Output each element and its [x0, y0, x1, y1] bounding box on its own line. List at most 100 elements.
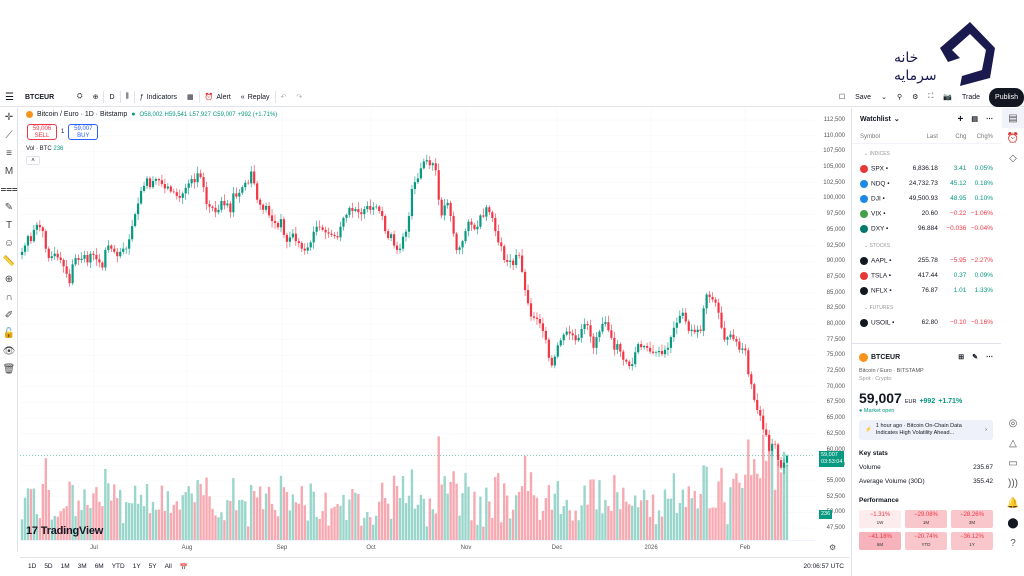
- symbol-search[interactable]: BTCEUR: [25, 93, 55, 101]
- apps-icon[interactable]: ⬤: [1007, 517, 1019, 529]
- settings-icon[interactable]: ⚙: [912, 94, 919, 101]
- fullscreen-icon[interactable]: ⛶: [928, 93, 934, 100]
- watchlist-row[interactable]: TSLA • 417.44 0.37 0.09%: [852, 268, 1001, 283]
- watchlist-title[interactable]: Watchlist: [860, 115, 891, 123]
- perf-ytd[interactable]: −20.74% YTD: [905, 532, 947, 550]
- horizontal-lines-icon[interactable]: ≡: [6, 147, 12, 159]
- undo-icon[interactable]: ↶: [280, 94, 287, 101]
- watchlist-header: Symbol Last Chg Chg%: [852, 130, 1001, 144]
- indicators-button[interactable]: ƒ Indicators: [135, 88, 182, 107]
- range-6m[interactable]: 6M: [94, 563, 104, 570]
- watchlist-row[interactable]: DJI • 49,500.93 48.95 0.10%: [852, 191, 1001, 206]
- candles-icon[interactable]: ⫼: [125, 93, 129, 100]
- save-button[interactable]: Save: [855, 93, 872, 101]
- ideas-icon[interactable]: △: [1009, 437, 1017, 449]
- perf-1y[interactable]: −36.12% 1Y: [951, 532, 993, 550]
- fib-icon[interactable]: ⩶: [0, 183, 18, 195]
- redo-icon[interactable]: ↷: [296, 94, 303, 101]
- collapse-legend-button[interactable]: ˄: [26, 156, 40, 165]
- brush-icon[interactable]: ✎: [4, 201, 14, 213]
- symbol: TSLA •: [860, 271, 908, 280]
- section-indices[interactable]: ⌄ INDICES: [864, 151, 890, 157]
- tradingview-logo[interactable]: 17 TradingView: [26, 525, 104, 537]
- time-axis[interactable]: Jul Aug Sep Oct Nov Dec 2026 Feb: [20, 540, 815, 554]
- range-1d[interactable]: 1D: [28, 563, 37, 570]
- watchlist-row[interactable]: DXY • 96.884 −0.036 −0.04%: [852, 221, 1001, 236]
- publish-button[interactable]: Publish: [989, 87, 1024, 107]
- section-futures[interactable]: ⌄ FUTURES: [864, 305, 894, 311]
- range-3m[interactable]: 3M: [77, 563, 87, 570]
- trade-button[interactable]: Trade: [962, 93, 981, 101]
- more-icon[interactable]: ⋯: [986, 116, 993, 123]
- perf-1w[interactable]: −1.31% 1W: [859, 510, 901, 528]
- crosshair-icon[interactable]: ✛: [4, 111, 14, 123]
- price-chart[interactable]: [20, 108, 849, 558]
- pattern-icon[interactable]: M: [4, 165, 14, 177]
- key-stats-title: Key stats: [859, 450, 888, 457]
- stream-icon[interactable]: ))): [1008, 477, 1018, 489]
- magnet-icon[interactable]: ∩: [5, 291, 13, 303]
- more-icon[interactable]: ⋯: [986, 354, 993, 361]
- interval-button[interactable]: D: [109, 93, 115, 101]
- watchlist-row[interactable]: USOIL • 62.80 −0.10 −0.16%: [852, 315, 1001, 330]
- trash-icon[interactable]: 🗑: [2, 363, 16, 375]
- target-icon[interactable]: ◎: [1008, 417, 1018, 429]
- watchlist-row[interactable]: AAPL • 255.78 −5.95 −2.27%: [852, 253, 1001, 268]
- edit-icon[interactable]: ✎: [972, 354, 978, 361]
- range-1m[interactable]: 1M: [60, 563, 70, 570]
- detail-description[interactable]: Bitcoin / Euro · BITSTAMP: [859, 368, 924, 374]
- add-symbol-icon[interactable]: +: [957, 113, 964, 125]
- perf-1m[interactable]: −29.08% 1M: [905, 510, 947, 528]
- help-icon[interactable]: ?: [1010, 537, 1016, 549]
- grid-icon[interactable]: ⊞: [958, 354, 965, 361]
- alert-button[interactable]: ⏰ Alert: [200, 88, 236, 107]
- emoji-icon[interactable]: ☺: [3, 237, 15, 249]
- zoom-in-icon[interactable]: ⊕: [4, 273, 14, 285]
- text-icon[interactable]: T: [5, 219, 13, 231]
- range-5d[interactable]: 5D: [44, 563, 53, 570]
- range-1y[interactable]: 1Y: [132, 563, 141, 570]
- watchlist-row[interactable]: NFLX • 76.87 1.01 1.33%: [852, 283, 1001, 298]
- advanced-view-icon[interactable]: ▤: [971, 116, 978, 123]
- camera-icon[interactable]: 📷: [943, 94, 952, 101]
- menu-button[interactable]: ☰: [5, 91, 14, 103]
- section-stocks[interactable]: ⌄ STOCKS: [864, 243, 891, 249]
- lock-icon[interactable]: 🔓: [2, 327, 16, 339]
- price-axis[interactable]: 112,500 110,000 107,500 105,000 102,500 100,0…: [815, 108, 849, 540]
- compare-icon[interactable]: ⛭: [77, 93, 83, 100]
- news-item[interactable]: ⚡ 1 hour ago · Bitcoin On-Chain Data Indi…: [859, 420, 993, 440]
- ruler-icon[interactable]: 📏: [2, 255, 16, 267]
- add-symbol-icon[interactable]: ⊕: [92, 94, 99, 101]
- buy-button[interactable]: 59,007 BUY: [68, 124, 99, 140]
- sell-button[interactable]: 59,006 SELL: [27, 124, 57, 140]
- lock-drawing-icon[interactable]: ✐: [4, 309, 14, 321]
- range-all[interactable]: All: [164, 563, 172, 570]
- trend-line-icon[interactable]: ⟋: [5, 129, 13, 141]
- watchlist-icon[interactable]: ▤: [1002, 108, 1024, 128]
- clock-time[interactable]: 20:06:57 UTC: [803, 563, 844, 570]
- calendar-icon[interactable]: ▭: [1008, 457, 1018, 469]
- chevron-down-icon[interactable]: ⌄: [893, 116, 900, 123]
- perf-3m[interactable]: −28.26% 3M: [951, 510, 993, 528]
- svg-text:سرمایه: سرمایه: [894, 68, 937, 84]
- detail-symbol[interactable]: BTCEUR: [871, 353, 901, 361]
- range-ytd[interactable]: YTD: [111, 563, 125, 570]
- axis-settings-icon[interactable]: ⚙: [829, 543, 837, 552]
- date-range-icon[interactable]: 📅: [179, 563, 188, 571]
- alerts-icon[interactable]: ⏰: [1006, 132, 1020, 144]
- quick-search-icon[interactable]: ⚲: [896, 94, 903, 101]
- layout-square-icon[interactable]: ☐: [838, 94, 846, 101]
- save-dropdown-icon[interactable]: ⌄: [881, 94, 887, 101]
- watchlist-row[interactable]: VIX • 20.60 −0.22 −1.06%: [852, 206, 1001, 221]
- price-tick: 55,000: [826, 477, 845, 484]
- watchlist-row[interactable]: SPX • 6,836.18 3.41 0.05%: [852, 161, 1001, 176]
- watchlist-row[interactable]: NDQ • 24,732.73 45.12 0.18%: [852, 176, 1001, 191]
- perf-6m[interactable]: −41.18% 6M: [859, 532, 901, 550]
- notifications-icon[interactable]: 🔔: [1006, 497, 1020, 509]
- layouts-icon[interactable]: ▦: [187, 94, 194, 101]
- layers-icon[interactable]: ◇: [1009, 152, 1017, 164]
- symbol-title[interactable]: Bitcoin / Euro · 1D · Bitstamp: [37, 111, 128, 118]
- eye-icon[interactable]: 👁: [2, 345, 16, 357]
- replay-button[interactable]: «Replay: [236, 88, 275, 107]
- range-5y[interactable]: 5Y: [148, 563, 157, 570]
